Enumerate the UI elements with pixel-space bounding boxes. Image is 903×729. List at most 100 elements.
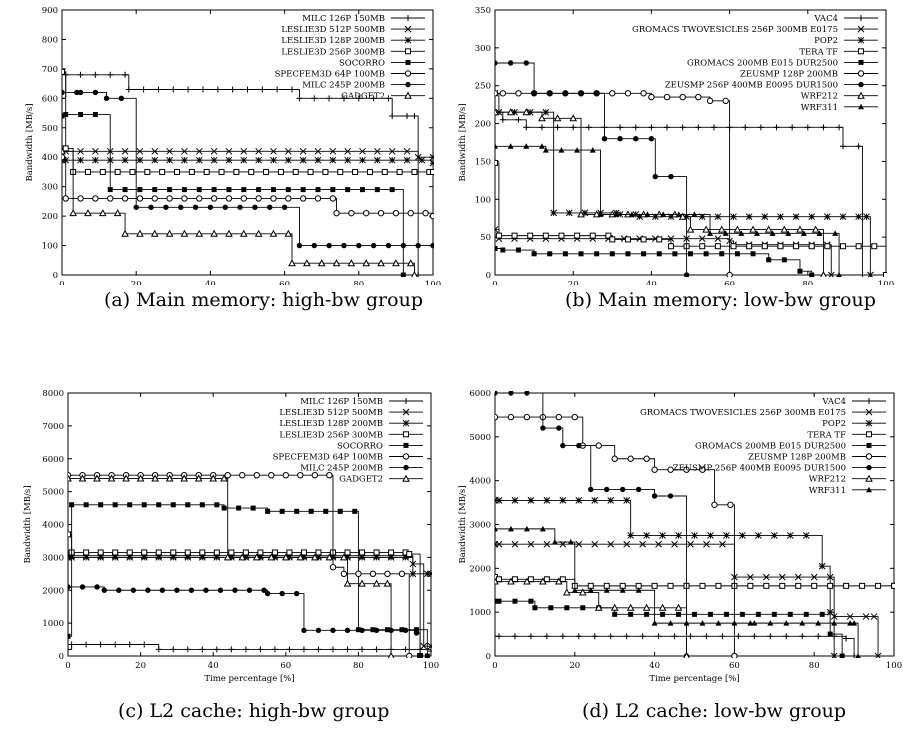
data-point (543, 497, 551, 504)
data-point (580, 605, 586, 611)
data-point (98, 209, 107, 217)
data-point (635, 486, 642, 493)
data-point (707, 611, 713, 617)
data-point (659, 532, 666, 539)
data-point (780, 225, 789, 233)
data-point (714, 213, 722, 221)
data-point (827, 631, 833, 637)
series-line (495, 111, 824, 275)
data-point (170, 86, 177, 93)
data-point (623, 633, 630, 640)
data-point (639, 633, 646, 640)
data-point (289, 86, 296, 93)
data-point (495, 159, 498, 166)
data-point (651, 493, 658, 499)
y-tick-label: 200 (475, 120, 491, 130)
data-point (875, 582, 882, 589)
legend-label: WRF311 (801, 103, 838, 113)
data-point (811, 225, 820, 233)
data-point (542, 108, 550, 116)
data-point (396, 168, 403, 175)
data-point (605, 232, 612, 239)
data-point (155, 549, 162, 556)
data-point (180, 474, 189, 482)
data-point (855, 213, 862, 221)
data-point (623, 497, 631, 504)
data-point (242, 549, 249, 556)
data-point (747, 620, 754, 626)
legend-marker (858, 81, 864, 88)
data-point (107, 71, 114, 78)
y-tick-label: 8000 (42, 389, 64, 399)
y-tick-label: 900 (42, 6, 58, 16)
data-point (846, 613, 854, 620)
series-line (495, 416, 735, 656)
x-tick-label: 80 (809, 661, 820, 671)
series-5 (495, 413, 738, 658)
data-point (571, 587, 578, 593)
legend-label: GROMACS TWOVESICLES 256P 300MB E0175 (640, 408, 846, 418)
data-point (270, 147, 277, 155)
legend-marker (865, 474, 873, 482)
data-point (198, 554, 206, 561)
data-point (314, 195, 322, 202)
data-point (651, 213, 659, 221)
data-point (129, 168, 136, 175)
data-point (151, 156, 159, 164)
legend-marker (405, 59, 411, 65)
data-point (523, 525, 530, 532)
data-point (184, 549, 191, 556)
data-point (570, 124, 577, 131)
data-point (578, 588, 587, 596)
data-point (411, 168, 418, 175)
y-tick-label: 50 (480, 233, 491, 243)
data-point (301, 627, 307, 634)
data-point (703, 251, 709, 257)
data-point (403, 156, 411, 164)
data-point (714, 235, 722, 243)
data-point (270, 156, 277, 164)
legend-marker (858, 103, 864, 110)
data-point (141, 549, 148, 556)
data-point (223, 553, 232, 561)
data-point (427, 642, 432, 650)
data-point (255, 147, 262, 155)
data-point (261, 587, 267, 593)
data-point (554, 124, 561, 131)
y-axis-label: Bandwidth [MB/s] (458, 485, 468, 563)
data-point (196, 187, 202, 193)
data-point (188, 587, 195, 593)
data-point (370, 242, 377, 249)
data-point (340, 553, 348, 561)
data-point (92, 195, 99, 202)
data-point (277, 168, 284, 175)
data-point (761, 213, 769, 221)
data-point (254, 229, 263, 237)
data-point (819, 611, 825, 617)
data-point (332, 259, 341, 267)
data-point (329, 147, 337, 155)
data-point (225, 195, 233, 202)
y-tick-label: 3000 (42, 553, 64, 563)
caption-a: (a) Main memory: high-bw group (104, 289, 423, 311)
data-point (683, 466, 690, 473)
series-8 (495, 525, 861, 658)
data-point (256, 187, 262, 193)
series-6 (62, 89, 434, 249)
data-point (676, 611, 682, 617)
data-point (68, 646, 71, 653)
data-point (831, 620, 838, 626)
data-point (359, 627, 365, 634)
data-point (209, 474, 218, 482)
data-point (511, 633, 518, 640)
y-tick-label: 800 (42, 35, 58, 45)
legend-label: SOCORRO (337, 441, 383, 451)
x-tick-label: 0 (492, 280, 497, 285)
data-point (270, 195, 277, 202)
data-point (83, 502, 89, 508)
data-point (387, 651, 395, 658)
data-point (83, 549, 90, 556)
data-point (62, 195, 69, 202)
data-point (411, 270, 418, 277)
series-3 (495, 159, 887, 277)
